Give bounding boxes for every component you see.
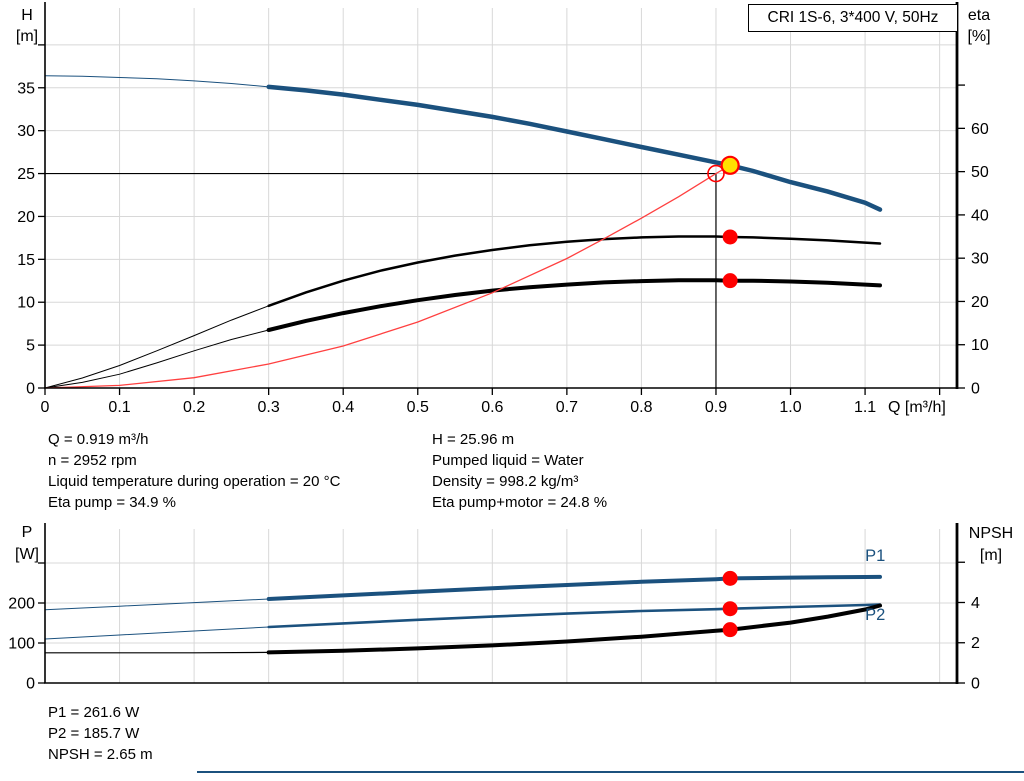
right-tick-label: 4	[971, 595, 980, 612]
info-block-left: Q = 0.919 m³/h n = 2952 rpm Liquid tempe…	[48, 429, 340, 513]
curve-label-p2: P2	[865, 606, 885, 624]
operating-dot	[722, 273, 738, 289]
result-line-p1: P1 = 261.6 W	[48, 704, 140, 721]
eta-pump-curve	[267, 235, 882, 308]
info-line-eta-pump: Eta pump = 34.9 %	[48, 494, 176, 511]
eta-pump-motor-curve-thin	[44, 329, 269, 389]
x-tick-label: 0	[41, 399, 50, 416]
curve-label-p1: P1	[865, 547, 885, 565]
p1-curve	[266, 574, 882, 601]
npsh-curve	[266, 603, 882, 655]
left-tick-label: 10	[17, 295, 35, 312]
duty-point-marker[interactable]	[720, 155, 740, 175]
left-tick-label: 35	[17, 80, 35, 97]
x-axis-title: Q [m³/h]	[888, 399, 946, 416]
left-axis-title: [m]	[16, 28, 38, 45]
left-axis-title: P	[22, 524, 33, 541]
left-axis-title: H	[21, 7, 33, 24]
system-curve	[44, 164, 731, 389]
info-line-density: Density = 998.2 kg/m³	[432, 473, 579, 490]
right-tick-label: 50	[971, 164, 989, 181]
x-tick-label: 0.8	[630, 399, 652, 416]
info-line-q: Q = 0.919 m³/h	[48, 431, 149, 448]
left-tick-label: 200	[8, 596, 35, 613]
qh-eta-chart: 0 0.1 0.2 0.3 0.4 0.5 0.6 0.7 0.8 0.9 1.0 1.1 0 5 10 15…	[16, 2, 991, 416]
x-tick-label: 0.9	[705, 399, 727, 416]
info-line-eta-pump-motor: Eta pump+motor = 24.8 %	[432, 494, 608, 511]
left-tick-label: 100	[8, 636, 35, 653]
left-tick-label: 15	[17, 252, 35, 269]
x-tick-label: 0.2	[183, 399, 205, 416]
info-line-head: H = 25.96 m	[432, 431, 515, 448]
left-axis-title: [W]	[15, 546, 39, 563]
right-axis-title: NPSH	[969, 525, 1013, 542]
eta-pump-curve-thin	[44, 305, 269, 389]
info-line-speed: n = 2952 rpm	[48, 452, 137, 469]
x-tick-label: 0.5	[407, 399, 429, 416]
left-tick-label: 25	[17, 166, 35, 183]
x-tick-label: 1.0	[779, 399, 801, 416]
p2-curve-thin	[44, 626, 269, 640]
pump-title: CRI 1S-6, 3*400 V, 50Hz	[767, 9, 939, 26]
left-tick-label: 5	[26, 338, 35, 355]
right-axis-title: [m]	[980, 547, 1002, 564]
left-tick-label: 0	[26, 676, 35, 693]
p2-curve	[267, 603, 882, 629]
requested-duty-marker	[707, 164, 725, 183]
left-tick-label: 0	[26, 381, 35, 398]
info-line-temperature: Liquid temperature during operation = 20…	[48, 473, 341, 490]
right-tick-label: 30	[971, 251, 989, 268]
pump-title-box: CRI 1S-6, 3*400 V, 50Hz	[748, 4, 958, 32]
qh-curve-thin	[44, 75, 269, 88]
result-line-p2: P2 = 185.7 W	[48, 725, 140, 742]
result-block: P1 = 261.6 W P2 = 185.7 W NPSH = 2.65 m	[48, 702, 153, 765]
right-tick-label: 0	[971, 381, 980, 398]
info-block-right: H = 25.96 m Pumped liquid = Water Densit…	[432, 429, 607, 513]
operating-dot	[722, 601, 738, 617]
x-tick-label: 0.7	[556, 399, 578, 416]
p1-curve-thin	[44, 598, 269, 611]
operating-dot	[722, 229, 738, 245]
x-tick-label: 1.1	[854, 399, 876, 416]
power-npsh-chart: 0 100 200 0 2 4 P [W] NPSH [m] P1 P2	[8, 523, 1013, 693]
right-tick-label: 20	[971, 294, 989, 311]
right-tick-label: 10	[971, 337, 989, 354]
result-line-npsh: NPSH = 2.65 m	[48, 746, 153, 763]
x-tick-label: 0.1	[108, 399, 130, 416]
x-tick-label: 0.6	[481, 399, 503, 416]
right-tick-label: 40	[971, 207, 989, 224]
qh-curve	[266, 84, 883, 212]
x-tick-label: 0.3	[258, 399, 280, 416]
right-tick-label: 2	[971, 635, 980, 652]
left-tick-label: 20	[17, 209, 35, 226]
right-tick-label: 60	[971, 121, 989, 138]
eta-pump-motor-curve	[266, 278, 882, 332]
right-axis-title: eta	[968, 7, 990, 24]
operating-dot	[722, 570, 738, 586]
info-line-liquid: Pumped liquid = Water	[432, 452, 584, 469]
right-axis-title: [%]	[967, 28, 990, 45]
right-tick-label: 0	[971, 676, 980, 693]
operating-dot	[722, 622, 738, 638]
x-tick-label: 0.4	[332, 399, 354, 416]
left-tick-label: 30	[17, 123, 35, 140]
footer-divider-line	[197, 771, 1024, 773]
